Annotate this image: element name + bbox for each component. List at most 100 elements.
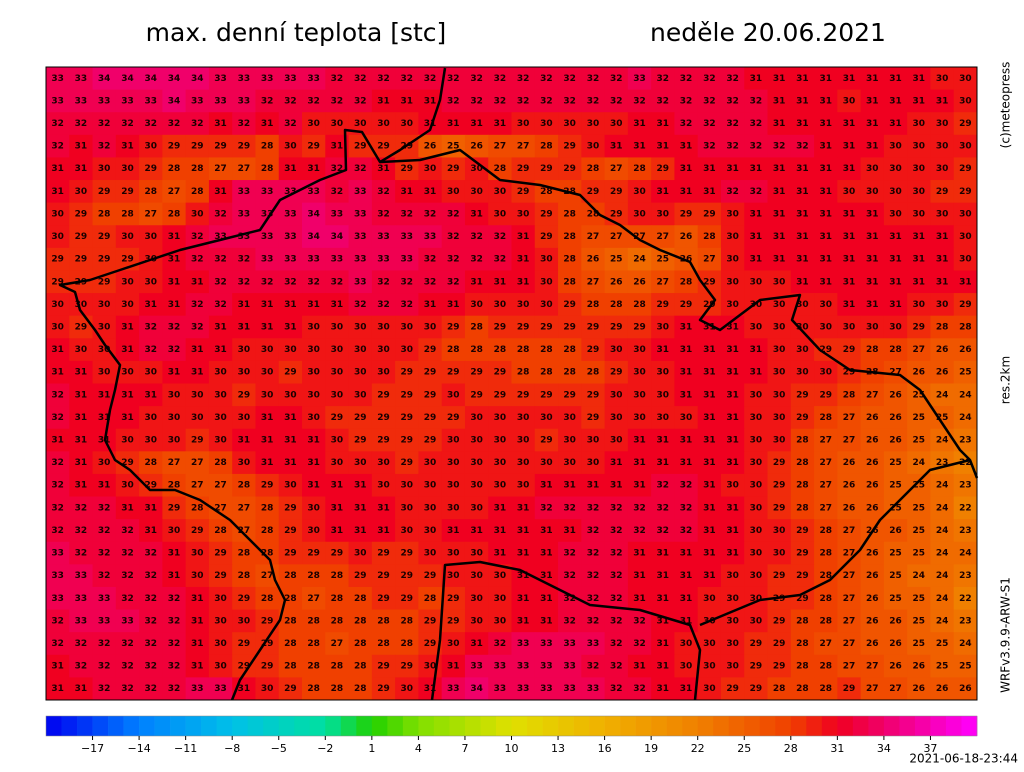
temperature-value: 28 [866, 345, 879, 355]
temperature-cell [464, 112, 489, 136]
temperature-value: 32 [75, 662, 88, 672]
colorbar-segment [914, 716, 931, 736]
temperature-cell [814, 654, 838, 678]
temperature-value: 23 [959, 616, 972, 626]
temperature-value: 25 [913, 436, 926, 446]
temperature-cell [348, 473, 373, 498]
temperature-value: 32 [191, 255, 204, 265]
temperature-value: 30 [657, 368, 670, 378]
temperature-cell [348, 654, 373, 678]
temperature-value: 31 [913, 74, 926, 84]
temperature-cell [46, 67, 70, 91]
temperature-value: 29 [703, 277, 716, 287]
temperature-value: 28 [191, 503, 204, 513]
temperature-value: 30 [284, 481, 297, 491]
temperature-value: 30 [680, 639, 693, 649]
temperature-value: 33 [214, 96, 227, 106]
temperature-cell [511, 632, 536, 656]
temperature-cell [139, 202, 163, 226]
temperature-cell [837, 338, 862, 362]
temperature-value: 28 [261, 164, 274, 174]
temperature-cell [744, 180, 769, 204]
temperature-cell [115, 632, 140, 656]
temperature-value: 30 [494, 436, 507, 446]
temperature-cell [441, 315, 466, 339]
temperature-cell [162, 677, 187, 701]
border-line [379, 148, 979, 479]
temperature-cell [511, 338, 536, 362]
temperature-cell [697, 89, 722, 113]
temperature-value: 33 [98, 616, 111, 626]
temperature-value: 23 [959, 571, 972, 581]
temperature-cell [627, 134, 652, 158]
temperature-value: 28 [284, 571, 297, 581]
temperature-value: 27 [843, 526, 856, 536]
temperature-cell [464, 360, 489, 384]
temperature-value: 30 [819, 322, 832, 332]
temperature-cell [953, 677, 978, 701]
temperature-cell [627, 473, 652, 498]
temperature-value: 29 [400, 390, 413, 400]
temperature-cell [255, 225, 280, 249]
temperature-value: 32 [144, 322, 157, 332]
temperature-cell [720, 338, 745, 362]
temperature-cell [814, 586, 838, 611]
temperature-cell [837, 247, 862, 271]
temperature-cell [604, 564, 629, 588]
temperature-cell [790, 67, 815, 91]
temperature-value: 32 [424, 277, 437, 287]
temperature-value: 32 [121, 594, 134, 604]
temperature-value: 28 [354, 662, 367, 672]
temperature-value: 29 [284, 684, 297, 694]
temperature-cell [232, 586, 256, 611]
temperature-cell [674, 315, 699, 339]
temperature-cell [348, 247, 373, 271]
temperature-value: 30 [843, 322, 856, 332]
temperature-cell [464, 406, 489, 430]
temperature-cell [837, 406, 862, 430]
temperature-value: 30 [750, 571, 763, 581]
temperature-cell [139, 541, 163, 565]
temperature-value: 30 [913, 187, 926, 197]
temperature-value: 29 [400, 662, 413, 672]
temperature-cell [232, 180, 256, 204]
temperature-cell [790, 202, 815, 226]
temperature-value: 27 [331, 639, 344, 649]
temperature-value: 34 [168, 96, 181, 106]
temperature-cell [953, 247, 978, 271]
temperature-value: 28 [563, 255, 576, 265]
temperature-value: 27 [494, 142, 507, 152]
temperature-value: 33 [307, 187, 320, 197]
temperature-value: 31 [238, 436, 251, 446]
temperature-cell [162, 519, 187, 543]
temperature-value: 32 [610, 616, 623, 626]
temperature-value: 29 [447, 594, 460, 604]
temperature-value: 30 [703, 684, 716, 694]
temperature-value: 32 [680, 96, 693, 106]
temperature-value: 32 [726, 119, 739, 129]
temperature-value: 29 [843, 684, 856, 694]
temperature-value: 30 [168, 436, 181, 446]
temperature-cell [604, 247, 629, 271]
temperature-cell [860, 293, 885, 317]
temperature-value: 29 [517, 187, 530, 197]
temperature-value: 33 [238, 96, 251, 106]
temperature-value: 28 [819, 594, 832, 604]
temperature-cell [790, 360, 815, 384]
temperature-value: 34 [307, 232, 320, 242]
temperature-value: 29 [563, 390, 576, 400]
temperature-cell [92, 67, 117, 91]
temperature-cell [348, 293, 373, 317]
temperature-value: 32 [610, 594, 623, 604]
temperature-cell [837, 383, 862, 407]
temperature-cell [953, 496, 978, 520]
temperature-value: 30 [214, 639, 227, 649]
temperature-value: 32 [75, 119, 88, 129]
colorbar-tick-label: 34 [877, 742, 891, 755]
temperature-cell [185, 112, 210, 136]
temperature-value: 34 [307, 209, 320, 219]
temperature-cell [441, 112, 466, 136]
temperature-value: 32 [144, 616, 157, 626]
temperature-cell [371, 451, 396, 475]
